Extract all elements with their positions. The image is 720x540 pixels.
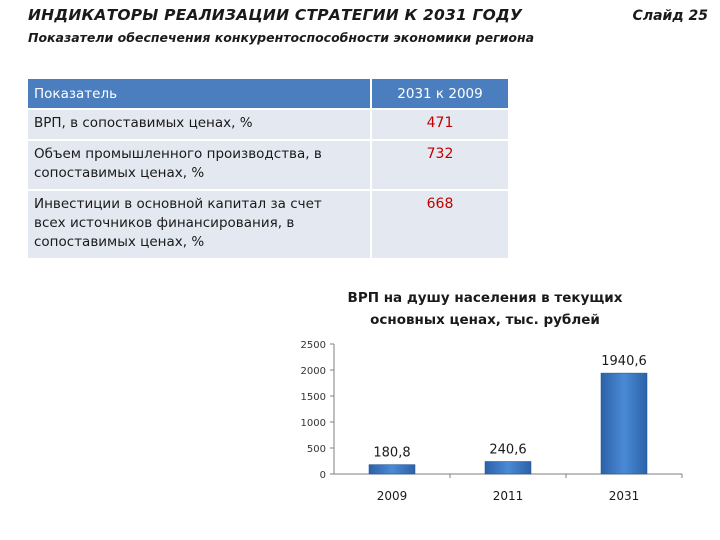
chart-plot-area: 0 500 1000 1500 2000 2500 180,8 2009 240,6 2011 19… (301, 340, 683, 503)
y-tick-label: 500 (307, 444, 326, 455)
row-value: 471 (370, 108, 508, 140)
slide-number: Слайд 25 (632, 8, 708, 24)
table-row: Объем промышленного производства, в сопо… (28, 139, 508, 190)
bar (600, 372, 648, 475)
x-tick-label: 2011 (493, 489, 524, 503)
y-tick-label: 1000 (301, 418, 326, 429)
bar-data-label: 1940,6 (601, 354, 647, 369)
row-value: 732 (370, 139, 508, 190)
bar-data-label: 240,6 (489, 442, 526, 457)
slide-subtitle: Показатели обеспечения конкурентоспособн… (28, 30, 535, 45)
header-indicator: Показатель (28, 79, 371, 109)
row-label: Объем промышленного производства, в сопо… (28, 139, 371, 190)
y-tick-label: 2000 (301, 366, 326, 377)
row-label: ВРП, в сопоставимых ценах, % (28, 108, 371, 140)
indicators-table: Показатель 2031 к 2009 ВРП, в сопоставим… (28, 79, 508, 258)
x-tick-label: 2009 (377, 489, 408, 503)
bar (484, 461, 532, 475)
table-row: ВРП, в сопоставимых ценах, % 471 (28, 108, 508, 140)
row-label: Инвестиции в основной капитал за счет вс… (28, 189, 371, 258)
chart-title-line-2: основных ценах, тыс. рублей (370, 312, 600, 328)
y-tick-label: 0 (320, 470, 326, 481)
chart-svg: ВРП на душу населения в текущих основных… (301, 290, 683, 503)
chart-title-line-1: ВРП на душу населения в текущих (348, 290, 623, 306)
row-value: 668 (370, 189, 508, 258)
y-tick-label: 2500 (301, 340, 326, 351)
table-header-row: Показатель 2031 к 2009 (28, 79, 508, 109)
y-tick-label: 1500 (301, 392, 326, 403)
bar (368, 464, 416, 475)
bar-data-label: 180,8 (373, 446, 410, 461)
table-row: Инвестиции в основной капитал за счет вс… (28, 189, 508, 258)
slide-title: ИНДИКАТОРЫ РЕАЛИЗАЦИИ СТРАТЕГИИ К 2031 Г… (28, 6, 523, 24)
header-ratio: 2031 к 2009 (370, 79, 508, 109)
gdp-per-capita-chart: ВРП на душу населения в текущих основных… (290, 280, 690, 520)
x-tick-label: 2031 (609, 489, 640, 503)
